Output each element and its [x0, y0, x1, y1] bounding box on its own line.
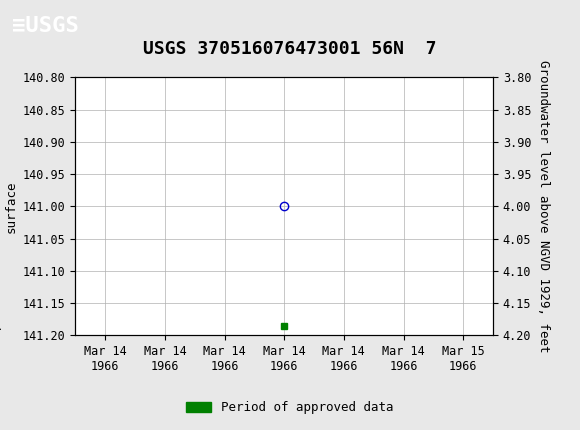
Y-axis label: Depth to water level, feet below land
surface: Depth to water level, feet below land su…: [0, 68, 17, 345]
Text: USGS 370516076473001 56N  7: USGS 370516076473001 56N 7: [143, 40, 437, 58]
Text: ≡USGS: ≡USGS: [12, 16, 78, 36]
Y-axis label: Groundwater level above NGVD 1929, feet: Groundwater level above NGVD 1929, feet: [536, 60, 550, 353]
Legend: Period of approved data: Period of approved data: [181, 396, 399, 419]
